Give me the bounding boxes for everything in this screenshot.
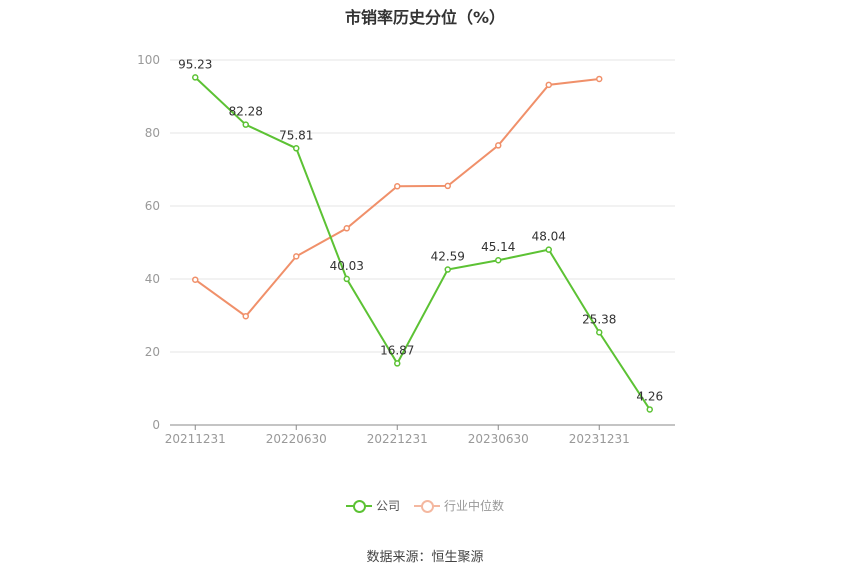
data-label: 82.28 [229,105,263,119]
legend-line-icon-company [345,499,372,513]
legend-line-icon-industry [414,499,440,513]
data-label: 75.81 [279,128,313,142]
series-line-0 [194,76,651,410]
y-tick-label: 60 [145,199,160,213]
chart-title: 市销率历史分位（%） [344,8,506,27]
data-label: 45.14 [481,240,515,254]
line-chart: 0 20 40 60 80 100 20211231 20220630 20221231 2023… [137,53,675,446]
data-point-0 [646,406,653,413]
legend-label-industry-median: 行业中位数 [444,499,505,513]
data-label: 48.04 [532,230,566,244]
y-tick-label: 100 [137,53,160,67]
y-tick-label: 40 [145,272,160,286]
data-point-0 [394,360,401,367]
data-label: 42.59 [431,250,465,264]
x-tick-label: 20230630 [468,432,529,446]
data-label: 25.38 [582,312,616,326]
data-point-0 [495,256,502,264]
legend-label-company: 公司 [375,499,400,513]
data-point-1 [495,142,502,149]
data-point-1 [545,81,552,89]
data-point-0 [596,329,603,336]
chart-legend: 公司 行业中位数 [0,497,850,514]
data-point-1 [444,182,451,190]
y-tick-label: 20 [145,345,160,359]
data-point-0 [293,145,300,152]
data-source: 数据来源：恒生聚源 [366,550,484,565]
y-tick-label: 0 [152,418,160,432]
data-point-0 [343,275,350,283]
data-point-0 [545,246,552,253]
x-tick-label: 20231231 [569,432,630,446]
x-tick-label: 20221231 [367,432,428,446]
data-point-0 [192,74,199,81]
data-point-1 [293,253,300,260]
data-label: 4.26 [636,389,663,403]
data-point-0 [444,266,451,273]
legend-item-industry-median[interactable]: 行业中位数 [414,497,504,514]
data-point-1 [596,75,603,83]
data-point-0 [242,121,249,128]
data-point-1 [343,225,350,232]
data-point-1 [394,183,401,190]
x-tick-label: 20220630 [266,432,327,446]
data-label: 40.03 [330,259,364,273]
legend-item-company[interactable]: 公司 [345,497,400,514]
x-tick-label: 20211231 [165,432,226,446]
y-tick-label: 80 [145,126,160,140]
data-label: 16.87 [380,343,414,357]
data-point-1 [242,312,249,320]
data-point-1 [192,276,199,283]
data-label: 95.23 [178,57,212,71]
